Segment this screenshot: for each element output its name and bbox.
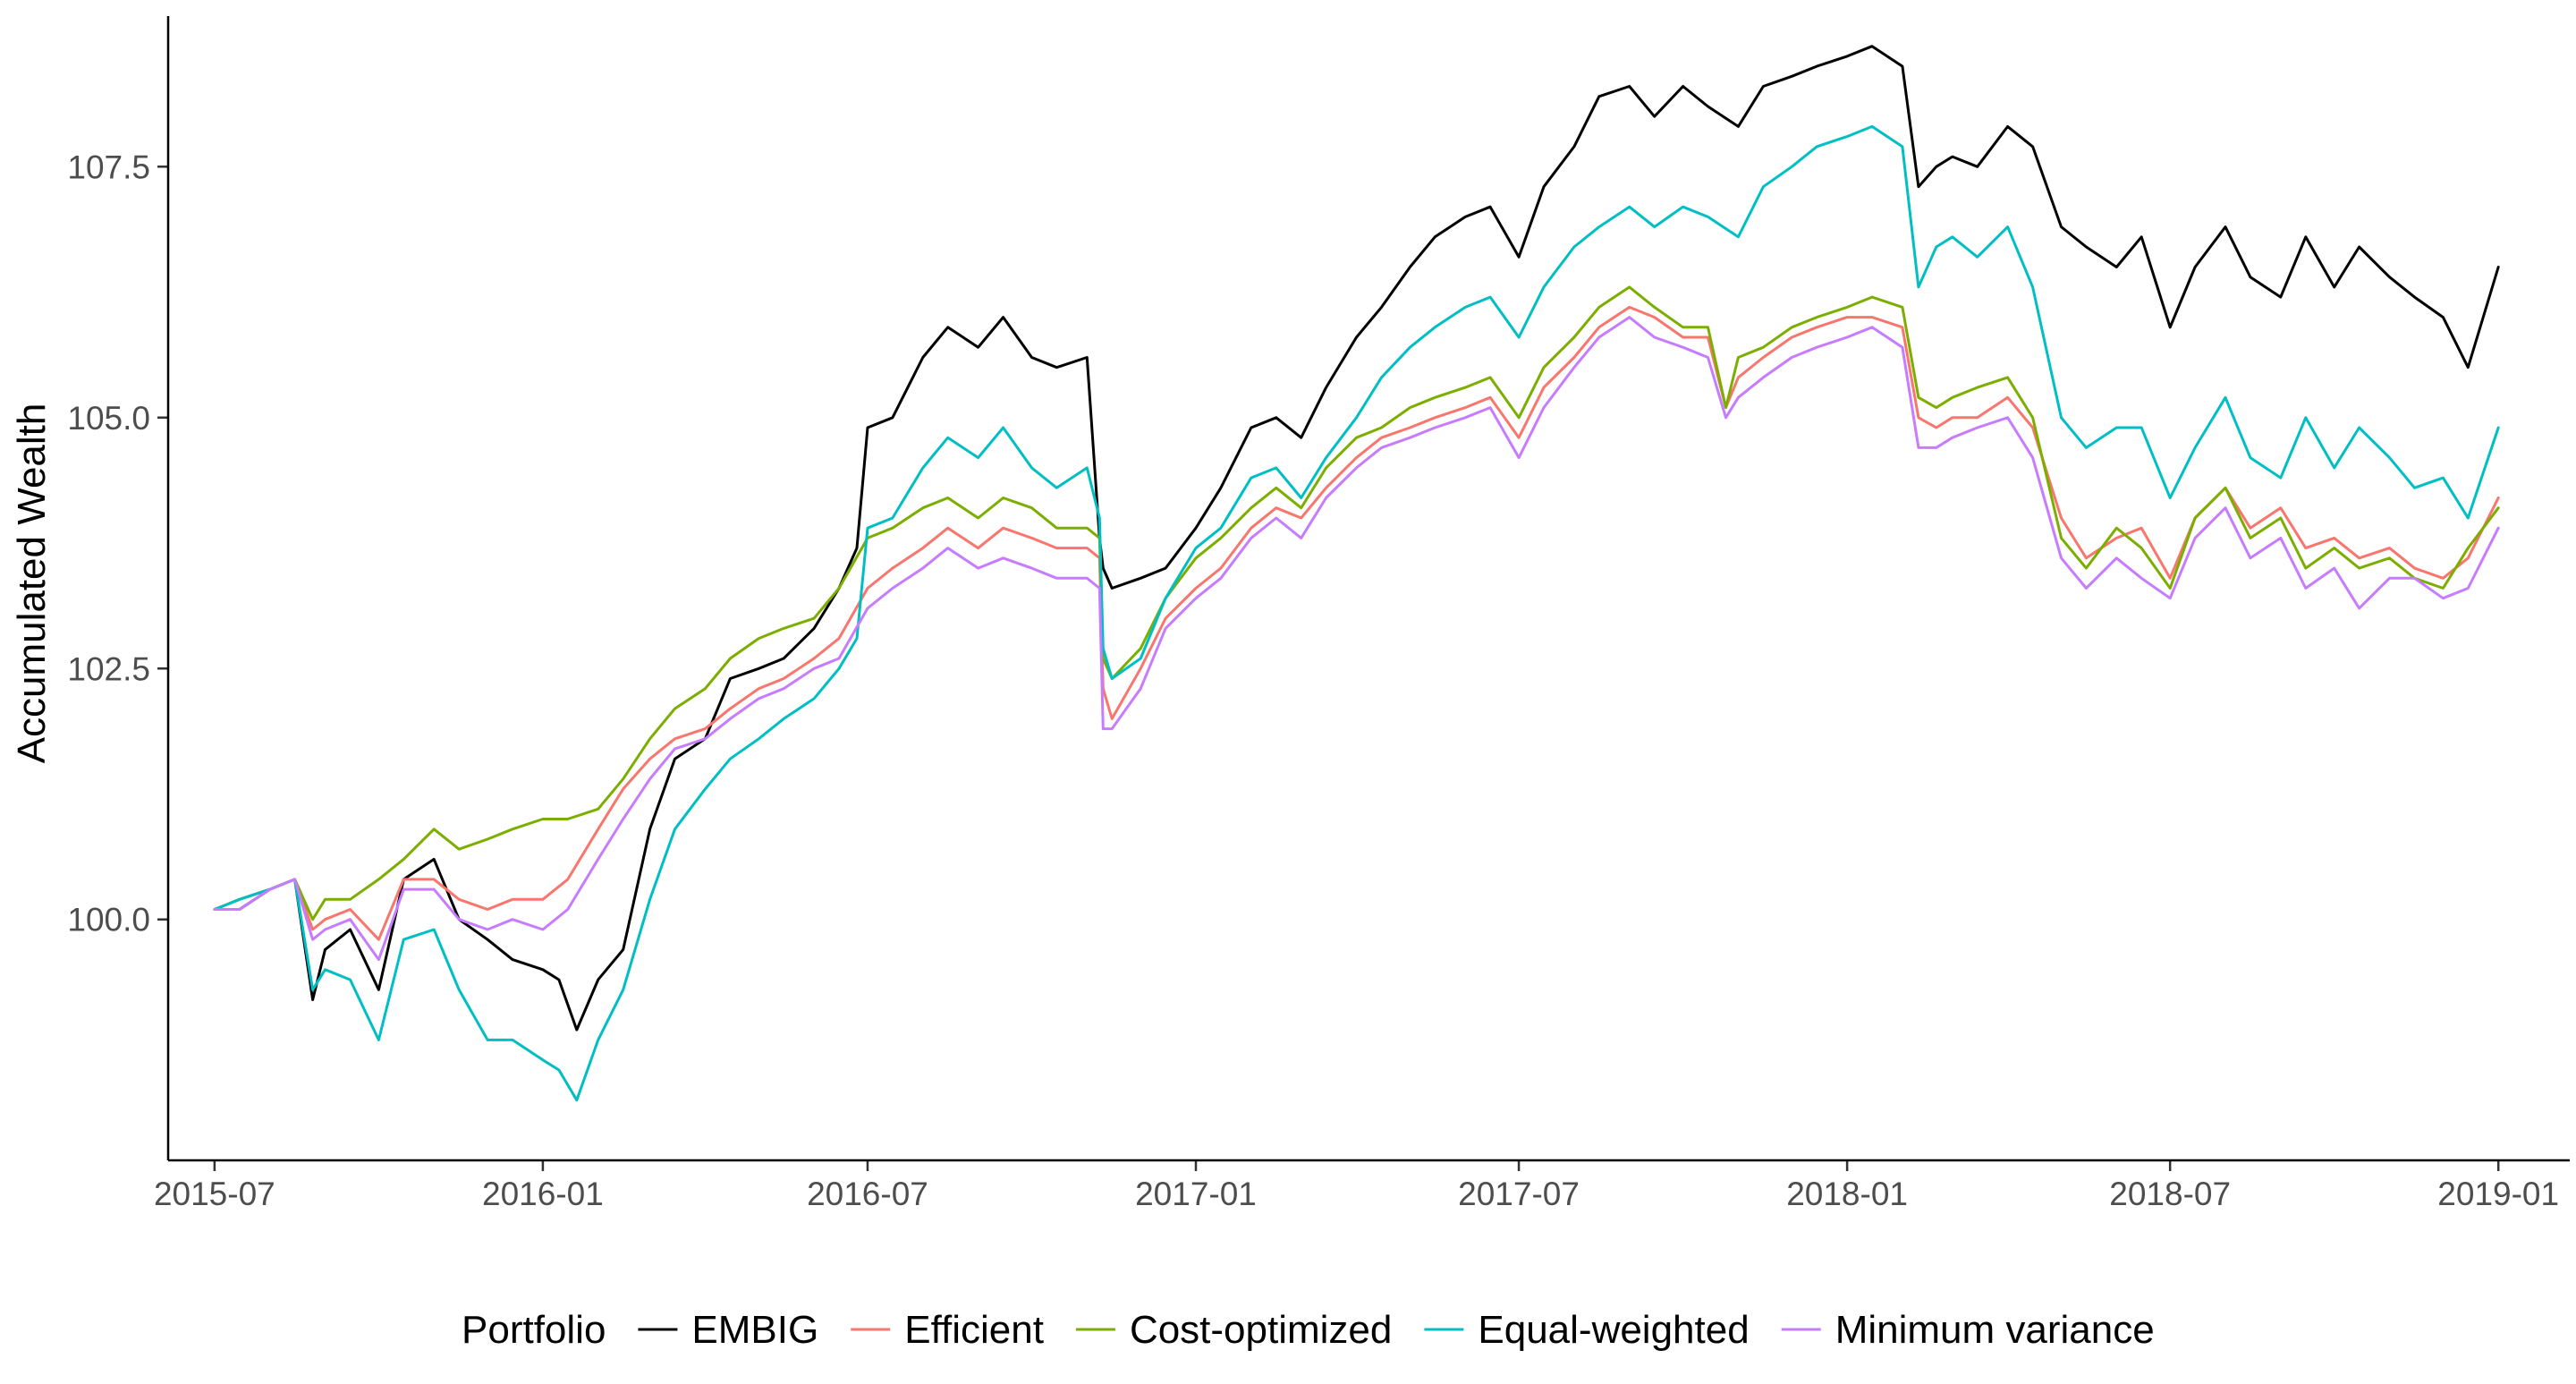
plot-series-group <box>213 45 2500 1102</box>
y-tick-label: 102.5 <box>67 650 150 687</box>
legend-label-efficient: Efficient <box>904 1308 1044 1352</box>
legend-label-minimum-variance: Minimum variance <box>1835 1308 2155 1352</box>
legend-items: EMBIG Efficient Cost-optimized Equal-weight… <box>638 1308 2155 1352</box>
x-tick-label: 2018-07 <box>2109 1176 2231 1212</box>
x-tick-label: 2019-01 <box>2437 1176 2559 1212</box>
series-line-efficient <box>213 305 2500 941</box>
x-axis-ticks: 2015-07 2016-01 2016-07 2017-01 2017-07 2018-… <box>154 1160 2559 1212</box>
legend-label-cost-optimized: Cost-optimized <box>1130 1308 1392 1352</box>
x-tick-label: 2017-07 <box>1458 1176 1580 1212</box>
series-line-minimum-variance <box>213 316 2500 962</box>
y-axis-ticks: 100.0 102.5 105.0 107.5 <box>67 149 168 938</box>
legend-label-embig: EMBIG <box>691 1308 818 1352</box>
x-tick-label: 2017-01 <box>1135 1176 1257 1212</box>
series-line-cost-optimized <box>213 285 2500 921</box>
x-tick-label: 2016-01 <box>482 1176 604 1212</box>
x-tick-label: 2016-07 <box>807 1176 928 1212</box>
series-line-embig <box>213 45 2500 1032</box>
legend-title: Portfolio <box>462 1308 606 1352</box>
x-tick-label: 2018-01 <box>1786 1176 1908 1212</box>
y-tick-label: 107.5 <box>67 149 150 185</box>
legend: Portfolio EMBIG Efficient Cost-optimized Eq… <box>462 1308 2155 1352</box>
legend-label-equal-weighted: Equal-weighted <box>1478 1308 1749 1352</box>
x-tick-label: 2015-07 <box>154 1176 275 1212</box>
y-tick-label: 105.0 <box>67 400 150 437</box>
y-axis-title: Accumulated Wealth <box>10 403 54 764</box>
series-line-equal-weighted <box>213 124 2500 1102</box>
y-tick-label: 100.0 <box>67 902 150 938</box>
